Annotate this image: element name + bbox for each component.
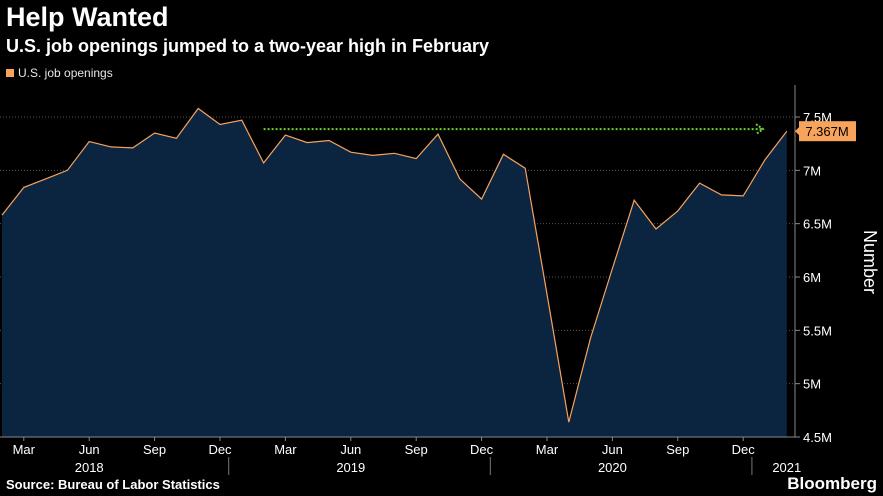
legend-swatch [6, 69, 14, 77]
y-tick-label: 5.5M [803, 323, 832, 338]
last-value-label: 7.367M [805, 124, 848, 139]
x-year-label: 2021 [772, 460, 801, 475]
data-point [371, 154, 374, 157]
legend-label: U.S. job openings [18, 66, 113, 80]
data-point [22, 186, 25, 189]
data-point [349, 151, 352, 154]
x-tick-label: Jun [602, 442, 623, 457]
x-tick-label: Dec [732, 442, 756, 457]
x-year-label: 2020 [598, 460, 627, 475]
data-point [88, 140, 91, 143]
data-point [785, 130, 788, 133]
data-point [546, 293, 549, 296]
data-point [44, 177, 47, 180]
data-point [175, 137, 178, 140]
x-tick-label: Sep [666, 442, 689, 457]
data-point [66, 169, 69, 172]
last-value-badge-pointer [795, 126, 800, 137]
annotation-arrow-head [755, 123, 765, 136]
data-point [676, 209, 679, 212]
data-point [284, 134, 287, 137]
data-point [633, 199, 636, 202]
data-point [480, 198, 483, 201]
y-tick-label: 6.5M [803, 217, 832, 232]
x-tick-label: Mar [536, 442, 559, 457]
data-point [306, 141, 309, 144]
data-point [524, 167, 527, 170]
x-tick-label: Sep [405, 442, 428, 457]
bloomberg-logo: Bloomberg [787, 474, 877, 493]
legend: U.S. job openings [6, 66, 113, 80]
x-year-label: 2019 [336, 460, 365, 475]
data-point [611, 267, 614, 270]
x-tick-label: Dec [208, 442, 232, 457]
chart-subtitle: U.S. job openings jumped to a two-year h… [6, 36, 490, 56]
data-point [720, 193, 723, 196]
data-point [1, 214, 4, 217]
x-year-label: 2018 [75, 460, 104, 475]
last-value-badge [799, 121, 856, 142]
data-point [502, 153, 505, 156]
data-point [415, 157, 418, 160]
data-point [698, 182, 701, 185]
series-area [2, 108, 787, 437]
y-tick-label: 6M [803, 270, 821, 285]
data-point [742, 194, 745, 197]
x-tick-label: Mar [13, 442, 36, 457]
y-tick-label: 5M [803, 377, 821, 392]
x-tick-label: Dec [470, 442, 494, 457]
data-point [131, 146, 134, 149]
y-axis-title: Number [860, 230, 880, 294]
data-point [437, 133, 440, 136]
data-point [458, 177, 461, 180]
y-tick-label: 4.5M [803, 430, 832, 445]
data-point [197, 107, 200, 110]
x-tick-label: Mar [274, 442, 297, 457]
chart-title: Help Wanted [6, 2, 169, 32]
data-point [567, 421, 570, 424]
data-point [764, 158, 767, 161]
data-point [589, 336, 592, 339]
data-point [110, 145, 113, 148]
data-point [219, 123, 222, 126]
data-point [153, 132, 156, 135]
data-point [393, 152, 396, 155]
data-point [262, 161, 265, 164]
data-point [328, 139, 331, 142]
x-tick-label: Jun [79, 442, 100, 457]
x-tick-label: Jun [340, 442, 361, 457]
source-note: Source: Bureau of Labor Statistics [6, 477, 220, 492]
y-tick-label: 7M [803, 163, 821, 178]
series-line [1, 107, 788, 423]
data-point [240, 119, 243, 122]
data-point [655, 228, 658, 231]
x-tick-label: Sep [143, 442, 166, 457]
